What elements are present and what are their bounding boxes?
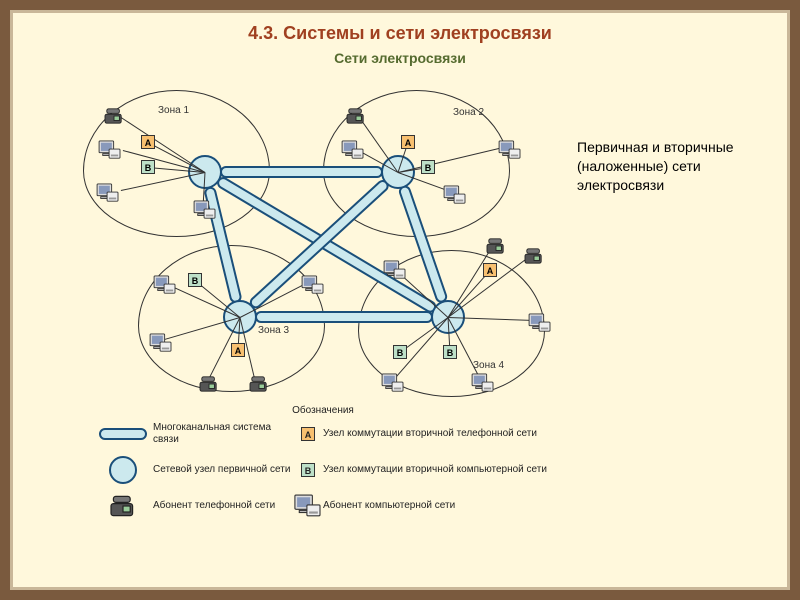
phone-icon [345, 107, 367, 125]
computer-icon [471, 373, 493, 391]
legend-hub-icon [93, 456, 153, 484]
legend: Обозначения Многоканальная система связи… [93, 405, 553, 528]
computer-icon [383, 260, 405, 278]
legend-box-a-icon: A [293, 427, 323, 441]
computer-icon [193, 200, 215, 218]
zone-label: Зона 1 [158, 105, 189, 116]
legend-hub-label: Сетевой узел первичной сети [153, 464, 293, 476]
legend-pipe-icon [93, 428, 153, 440]
switch-node-b: B [141, 160, 155, 174]
computer-icon [149, 333, 171, 351]
page-title: 4.3. Системы и сети электросвязи [13, 13, 787, 44]
switch-node-b: B [393, 345, 407, 359]
phone-icon [103, 107, 125, 125]
computer-icon [341, 140, 363, 158]
phone-icon [198, 375, 220, 393]
legend-phone-icon [93, 494, 153, 518]
side-description: Первичная и вторичные (наложенные) сети … [577, 138, 757, 195]
legend-comp-label: Абонент компьютерной сети [323, 500, 553, 512]
legend-pipe-label: Многоканальная система связи [153, 422, 293, 446]
phone-icon [248, 375, 270, 393]
phone-icon [523, 247, 545, 265]
legend-comp-icon [293, 494, 323, 518]
network-diagram: Зона 1Зона 2Зона 3Зона 4AAAABBBBB [33, 85, 553, 395]
switch-node-b: B [421, 160, 435, 174]
computer-icon [443, 185, 465, 203]
computer-icon [498, 140, 520, 158]
computer-icon [301, 275, 323, 293]
switch-node-b: B [443, 345, 457, 359]
diagram-subtitle: Сети электросвязи [13, 50, 787, 66]
legend-phone-label: Абонент телефонной сети [153, 500, 293, 512]
zone-label: Зона 4 [473, 360, 504, 371]
switch-node-b: B [188, 273, 202, 287]
zone-label: Зона 2 [453, 107, 484, 118]
computer-icon [96, 183, 118, 201]
legend-box-a-label: Узел коммутации вторичной телефонной сет… [323, 428, 553, 440]
switch-node-a: A [401, 135, 415, 149]
switch-node-a: A [483, 263, 497, 277]
switch-node-a: A [231, 343, 245, 357]
computer-icon [528, 313, 550, 331]
trunk-pipe [255, 311, 433, 323]
computer-icon [153, 275, 175, 293]
computer-icon [98, 140, 120, 158]
legend-box-b-label: Узел коммутации вторичной компьютерной с… [323, 464, 553, 476]
computer-icon [381, 373, 403, 391]
legend-box-b-icon: B [293, 463, 323, 477]
zone-label: Зона 3 [258, 325, 289, 336]
phone-icon [485, 237, 507, 255]
switch-node-a: A [141, 135, 155, 149]
trunk-pipe [220, 166, 383, 178]
legend-title: Обозначения [93, 405, 553, 416]
